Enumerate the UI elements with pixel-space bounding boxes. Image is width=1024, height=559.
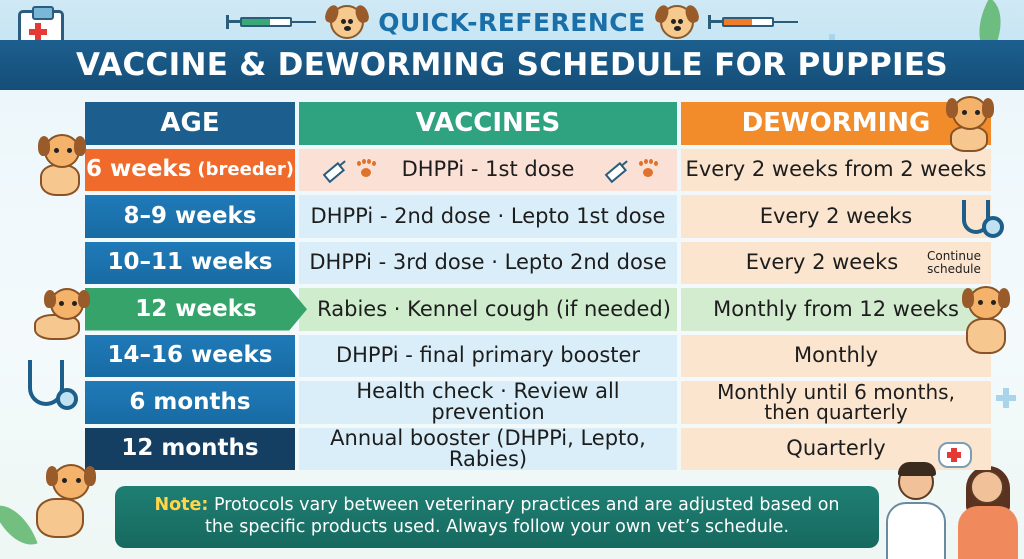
deworming-text: Every 2 weeks	[745, 250, 899, 275]
age-cell: 12 months	[85, 427, 295, 470]
table-row: 8–9 weeks DHPPi - 2nd dose · Lepto 1st d…	[85, 195, 991, 238]
kicker-title: QUICK-REFERENCE	[378, 7, 646, 37]
table-row: 12 months Annual booster (DHPPi, Lepto, …	[85, 427, 991, 470]
age-cell: 6 weeks (breeder)	[85, 148, 295, 191]
puppy-face-icon	[330, 5, 365, 39]
table-row: 6 months Health check · Review all preve…	[85, 381, 991, 424]
syringe-icon	[707, 14, 798, 30]
column-header-age: AGE	[85, 102, 295, 145]
note-line: the specific products used. Always follo…	[204, 517, 790, 537]
page-title: VACCINE & DEWORMING SCHEDULE FOR PUPPIES	[76, 47, 948, 83]
stethoscope-icon	[962, 200, 1004, 238]
syringe-icon	[314, 151, 351, 188]
plus-icon	[996, 388, 1016, 408]
paw-icon	[638, 160, 658, 179]
vaccines-cell: DHPPi - 3rd dose · Lepto 2nd dose	[299, 241, 677, 284]
note-label: Note:	[154, 495, 209, 516]
age-note: (breeder)	[197, 158, 295, 180]
syringe-icon	[226, 14, 317, 30]
continue-schedule-note: Continue schedule	[927, 249, 981, 277]
schedule-table: AGE VACCINES DEWORMING 6 weeks (breeder)…	[85, 102, 991, 474]
puppy-icon	[30, 130, 86, 200]
puppy-icon	[940, 94, 996, 154]
puppy-face-icon	[659, 5, 694, 39]
table-row: 6 weeks (breeder) DHPPi - 1st dose Every…	[85, 148, 991, 191]
age-cell: 10–11 weeks	[85, 241, 295, 284]
age-cell: 12 weeks	[85, 288, 307, 331]
age-cell: 14–16 weeks	[85, 334, 295, 377]
vaccines-cell: Annual booster (DHPPi, Lepto, Rabies)	[299, 427, 677, 470]
title-bar: VACCINE & DEWORMING SCHEDULE FOR PUPPIES	[0, 40, 1024, 90]
vaccines-cell: Rabies · Kennel cough (if needed)	[299, 288, 677, 331]
deworming-cell: Every 2 weeks from 2 weeks	[681, 148, 991, 191]
age-cell: 8–9 weeks	[85, 195, 295, 238]
puppy-icon	[28, 286, 90, 346]
deworming-line: then quarterly	[764, 400, 908, 425]
deworming-line: Monthly until 6 months,	[717, 380, 955, 405]
vaccines-cell: DHPPi - 2nd dose · Lepto 1st dose	[299, 195, 677, 238]
note-box: Note: Protocols vary between veterinary …	[115, 486, 879, 548]
deworming-cell: Monthly until 6 months, then quarterly	[681, 381, 991, 424]
vaccines-cell: DHPPi - 1st dose	[299, 148, 677, 191]
vaccines-text: DHPPi - 1st dose	[401, 157, 575, 182]
vaccines-cell: DHPPi - final primary booster	[299, 334, 677, 377]
syringe-icon	[597, 151, 634, 188]
table-row: 14–16 weeks DHPPi - final primary booste…	[85, 334, 991, 377]
paw-icon	[356, 160, 376, 179]
table-header-row: AGE VACCINES DEWORMING	[85, 102, 991, 145]
vaccines-cell: Health check · Review all prevention	[299, 381, 677, 424]
deworming-cell: Every 2 weeks	[681, 195, 991, 238]
table-row: 10–11 weeks DHPPi - 3rd dose · Lepto 2nd…	[85, 241, 991, 284]
stethoscope-icon	[28, 360, 78, 410]
column-header-vaccines: VACCINES	[299, 102, 677, 145]
note-text: Note: Protocols vary between veterinary …	[154, 495, 839, 539]
puppy-icon	[32, 462, 98, 542]
puppy-icon	[958, 284, 1014, 356]
table-row: 12 weeks Rabies · Kennel cough (if neede…	[85, 288, 991, 331]
column-header-deworming: DEWORMING	[681, 102, 991, 145]
deworming-cell: Every 2 weeks	[681, 241, 991, 284]
age-cell: 6 months	[85, 381, 295, 424]
deworming-cell: Monthly from 12 weeks	[681, 288, 991, 331]
note-line: Protocols vary between veterinary practi…	[213, 495, 840, 516]
vet-illustration	[886, 440, 1024, 559]
deworming-cell: Monthly	[681, 334, 991, 377]
age-label: 6 weeks	[85, 156, 192, 183]
kicker-row: QUICK-REFERENCE	[0, 4, 1024, 40]
